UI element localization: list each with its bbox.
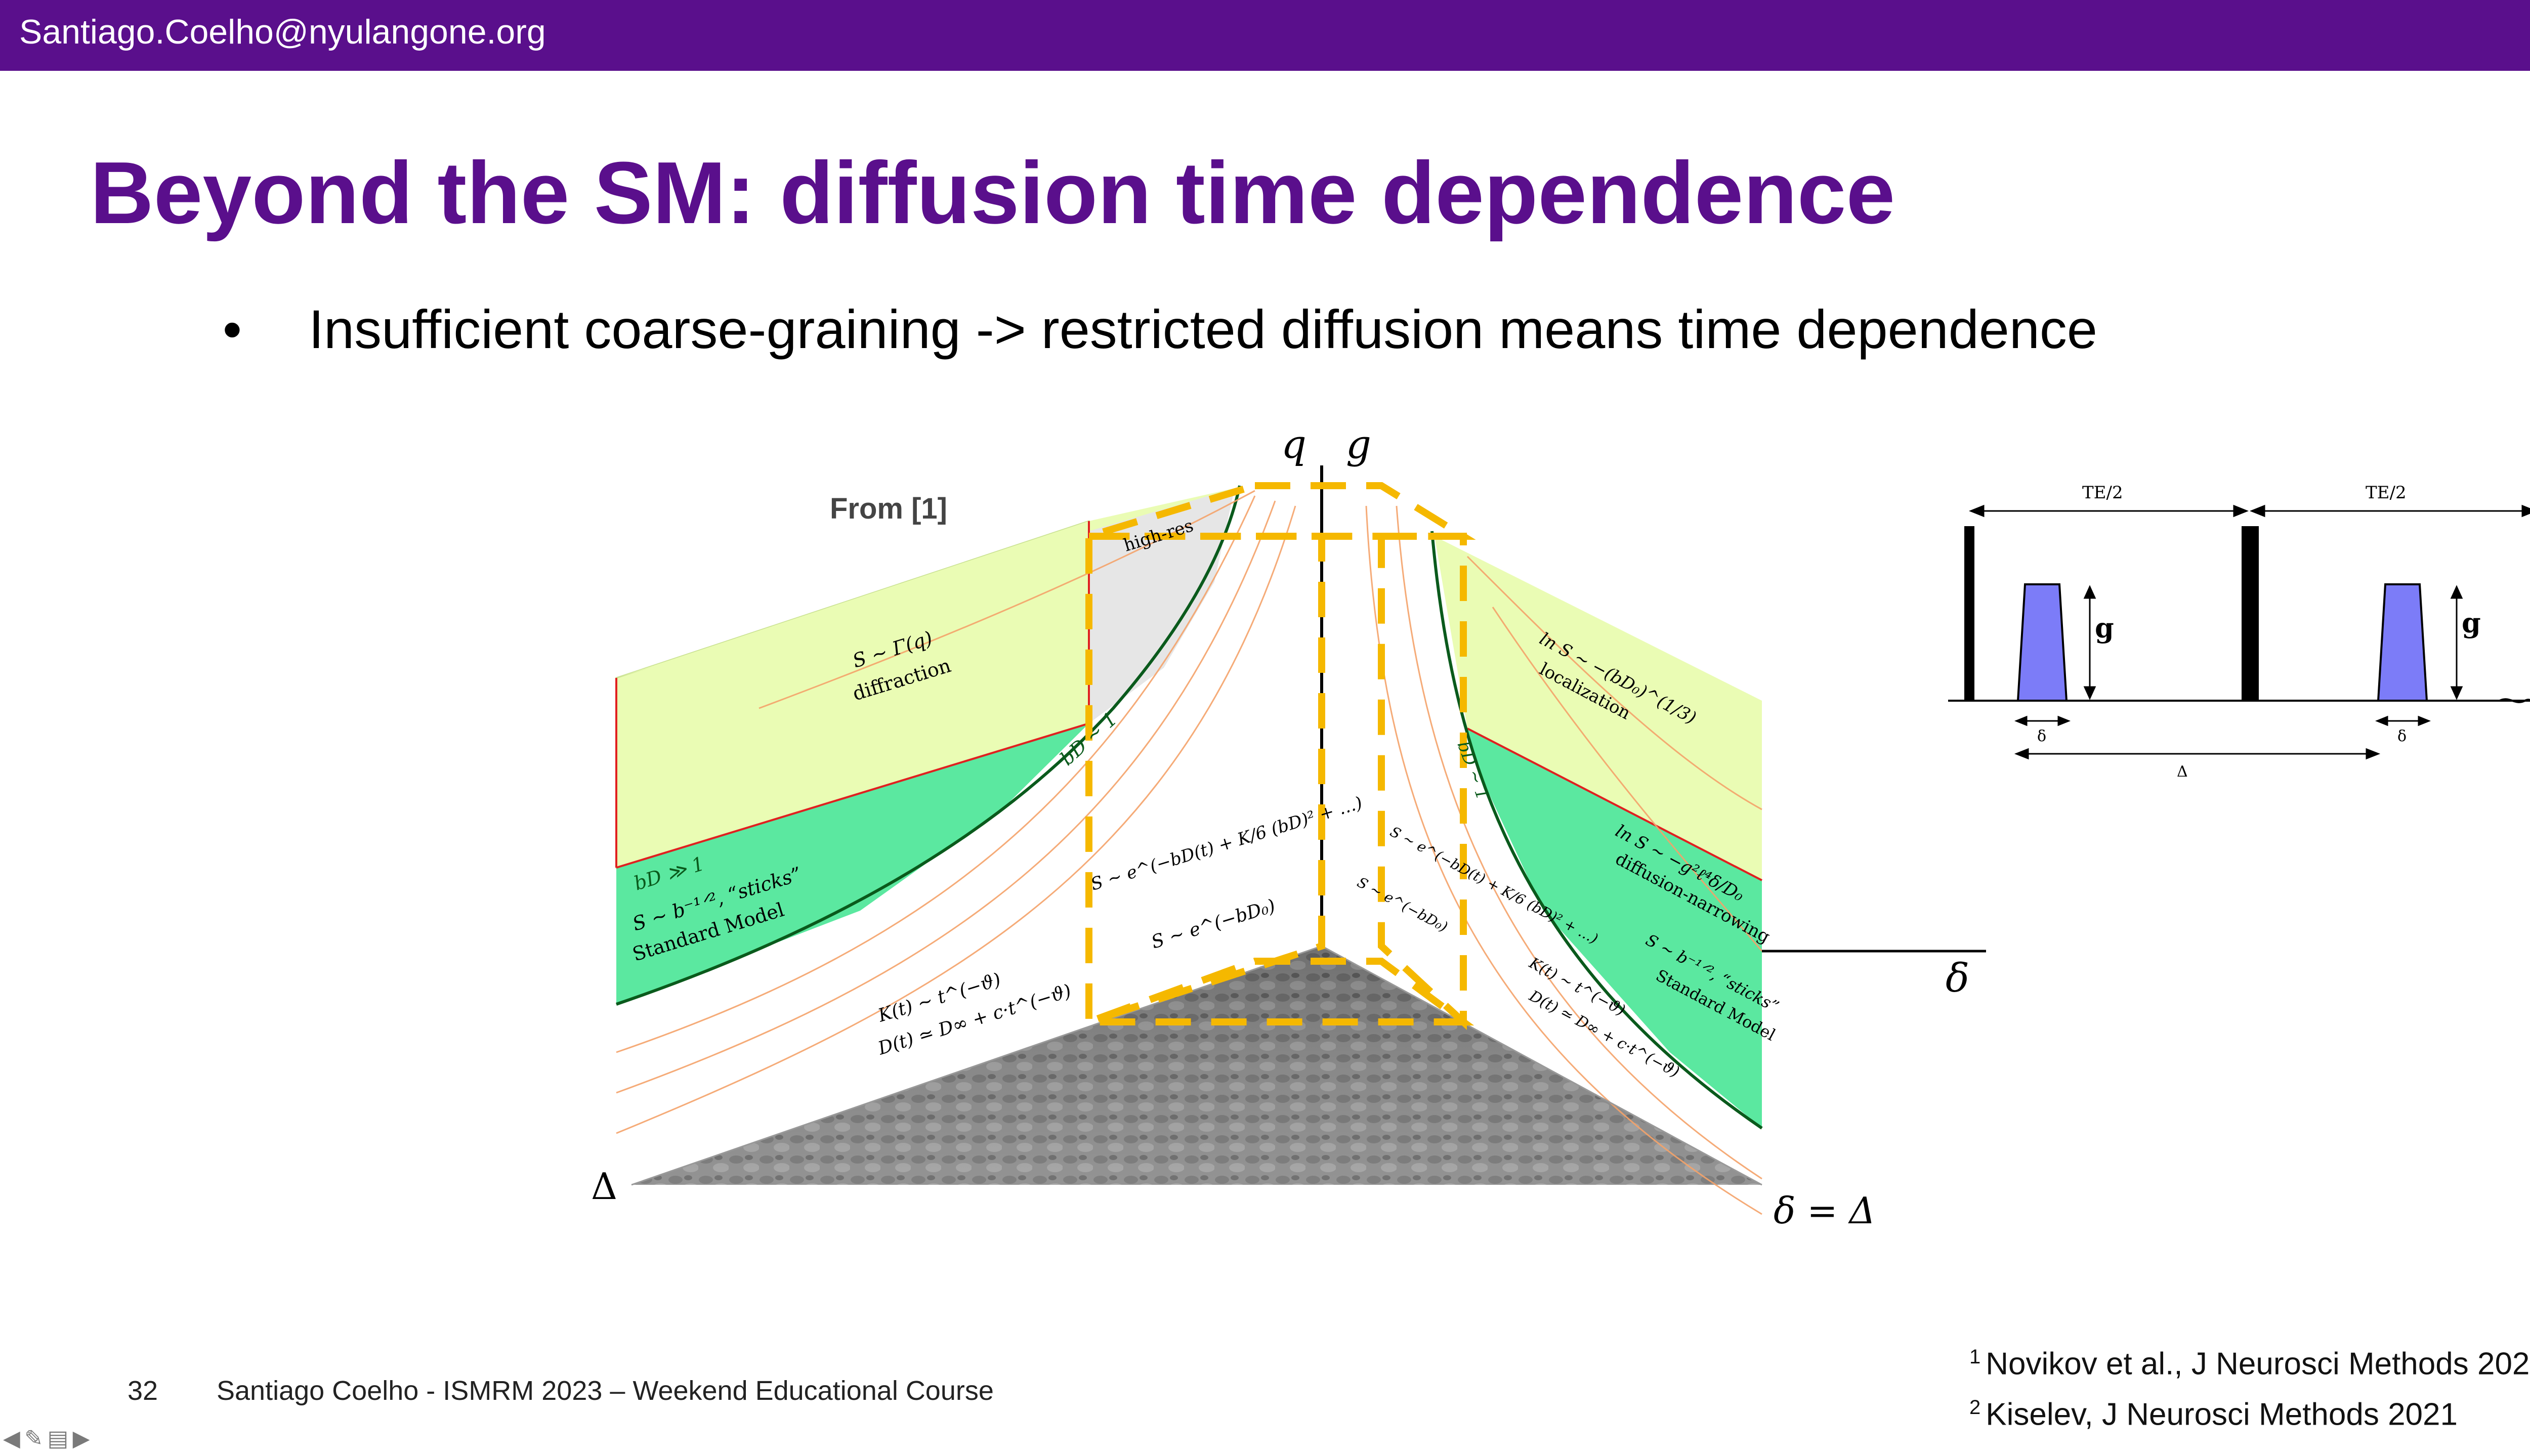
te-half-label-2: TE/2 (2366, 483, 2407, 503)
gradient-pulse-2 (2377, 583, 2428, 702)
pulse-sequence-diagram: TE/2 TE/2 g g δ δ Δ (1948, 483, 2530, 781)
gradient-pulse-1 (2016, 583, 2068, 702)
axis-delta-eq-Delta-label: δ = Δ (1774, 1189, 1875, 1232)
right-localization-region (1435, 536, 1762, 880)
left-bD1-curve (616, 485, 1241, 1006)
next-slide-icon[interactable]: ▶ (72, 1426, 90, 1451)
reference-2: 2 Kiselev, J Neurosci Methods 2021 (1969, 1396, 2458, 1432)
footer-text: Santiago Coelho - ISMRM 2023 – Weekend E… (217, 1376, 994, 1406)
right-narrowing-region (1467, 729, 1762, 1128)
small-delta-label-2: δ (2397, 727, 2407, 745)
echo-signal (2499, 698, 2530, 703)
small-delta-label-1: δ (2037, 727, 2046, 745)
axis-q-label: q (1281, 422, 1306, 467)
rf-pulse-90 (1964, 526, 1974, 701)
slide-navigation: ◀ ✎ ▤ ▶ (3, 1426, 92, 1451)
right-bD1-curve (1430, 531, 1763, 1130)
big-delta-label: Δ (2177, 763, 2188, 781)
dashed-box-left (1085, 533, 1325, 1027)
slide-title: Beyond the SM: diffusion time dependence (90, 143, 1895, 242)
axis-Delta-label: Δ (591, 1165, 617, 1208)
rf-pulse-180 (2242, 526, 2259, 701)
left-sticks-region (616, 723, 1089, 1004)
axis-delta-label: δ (1946, 956, 1969, 1001)
from-label: From [1] (830, 492, 947, 525)
header-email: Santiago.Coelho@nyulangone.org (19, 13, 546, 51)
bullet-marker: • (223, 298, 242, 360)
bullet-text: Insufficient coarse-graining -> restrict… (309, 298, 2097, 360)
left-gauss-eq: S ∼ e^(−bD₀) (1149, 895, 1278, 953)
dashed-box-bottom (1087, 958, 1474, 1025)
header-bar: Santiago.Coelho@nyulangone.org (0, 0, 2530, 71)
page-number: 32 (128, 1376, 158, 1406)
axis-g-label: g (1346, 422, 1371, 467)
g-label-1: g (2095, 612, 2114, 644)
pen-icon[interactable]: ✎ (24, 1426, 44, 1451)
te-half-label-1: TE/2 (2082, 483, 2123, 503)
previous-slide-icon[interactable]: ◀ (3, 1426, 20, 1451)
left-diffraction-top (616, 488, 1235, 678)
right-gauss-eq: S ∼ e^(−bD₀) (1355, 874, 1451, 935)
dashed-box-top (1087, 482, 1476, 540)
menu-icon[interactable]: ▤ (47, 1426, 69, 1451)
reference-1: 1 Novikov et al., J Neurosci Methods 2021 (1969, 1346, 2530, 1382)
g-label-2: g (2462, 607, 2481, 639)
left-highres-region (1089, 488, 1235, 723)
